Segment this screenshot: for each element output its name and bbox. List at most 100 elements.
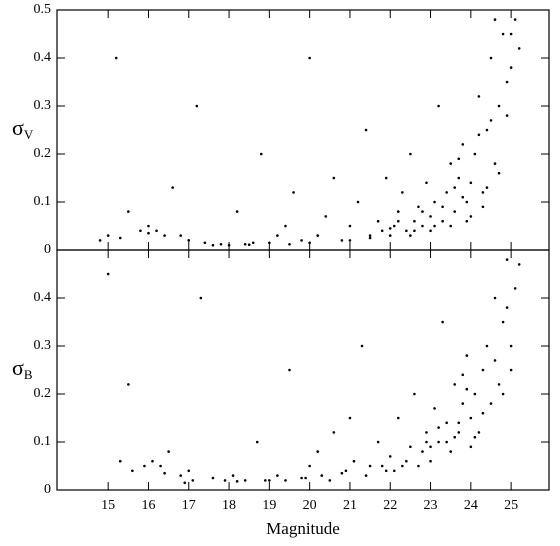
y-label-symbol: σ — [12, 115, 24, 140]
x-tick-label: 25 — [504, 498, 518, 513]
point — [477, 431, 481, 434]
plot-frame — [56, 249, 550, 491]
y-tick-label: 0 — [44, 242, 51, 257]
point — [501, 392, 505, 396]
point — [388, 234, 392, 237]
point — [473, 392, 477, 396]
x-axis-label: Magnitude — [266, 519, 340, 538]
point — [139, 229, 142, 233]
point — [195, 104, 199, 108]
point — [288, 368, 291, 372]
point — [114, 56, 118, 60]
point — [517, 47, 521, 50]
point — [368, 234, 372, 237]
point — [461, 195, 465, 199]
point — [167, 450, 170, 453]
point — [493, 359, 497, 362]
point — [300, 476, 303, 480]
point — [259, 152, 263, 156]
point — [316, 234, 320, 237]
point — [425, 440, 428, 444]
point — [441, 219, 444, 223]
y-tick-label: 0.1 — [34, 434, 52, 449]
point — [348, 416, 352, 420]
point — [457, 431, 461, 434]
point — [469, 181, 473, 185]
point — [163, 471, 166, 475]
point — [247, 243, 251, 247]
point — [517, 263, 521, 266]
point — [352, 459, 356, 463]
point — [251, 241, 255, 245]
y-tick-label: 0.4 — [34, 50, 52, 65]
point — [469, 416, 473, 420]
point — [308, 56, 311, 60]
point — [356, 200, 360, 204]
point — [324, 215, 328, 218]
point — [421, 450, 424, 453]
point — [509, 32, 513, 36]
point — [320, 474, 324, 477]
point — [231, 474, 235, 477]
point — [288, 242, 291, 246]
point — [380, 229, 384, 233]
point — [360, 344, 364, 348]
point — [497, 383, 501, 386]
point — [179, 234, 183, 237]
point — [392, 469, 396, 473]
point — [445, 191, 448, 194]
point — [413, 229, 416, 233]
point — [445, 421, 448, 425]
point — [368, 464, 372, 468]
point — [243, 479, 247, 482]
point — [401, 464, 404, 468]
point — [143, 464, 146, 468]
point — [409, 152, 412, 156]
y-tick-label: 0.1 — [34, 194, 52, 209]
point — [211, 476, 215, 480]
point — [477, 133, 481, 137]
x-tick-label: 24 — [464, 498, 478, 513]
point — [392, 224, 396, 228]
point — [429, 445, 432, 449]
point — [485, 344, 489, 348]
x-tick-label: 19 — [262, 498, 276, 513]
x-tick-label: 16 — [141, 498, 155, 513]
point — [235, 210, 239, 213]
point — [413, 392, 416, 396]
point — [493, 296, 497, 300]
point — [388, 455, 392, 458]
point — [171, 186, 174, 189]
point — [332, 431, 336, 434]
point — [308, 464, 311, 468]
point — [332, 176, 336, 180]
point — [505, 306, 509, 309]
point — [461, 402, 465, 405]
y-axis-label: σB — [12, 355, 33, 382]
x-tick-label: 17 — [182, 498, 196, 513]
point — [453, 383, 457, 386]
point — [449, 162, 452, 165]
point — [465, 219, 469, 223]
point — [131, 469, 134, 473]
point — [469, 215, 473, 218]
point — [405, 459, 408, 463]
point — [457, 157, 461, 161]
point — [473, 152, 477, 156]
point — [461, 143, 465, 146]
point — [268, 479, 271, 482]
point — [509, 66, 513, 69]
point — [118, 236, 122, 240]
point — [421, 224, 424, 228]
point — [344, 469, 348, 473]
point — [405, 229, 408, 233]
y-label-symbol: σ — [12, 355, 24, 380]
point — [449, 224, 452, 228]
point — [509, 344, 513, 348]
point — [211, 243, 215, 247]
point — [98, 239, 102, 242]
point — [159, 464, 162, 468]
point — [388, 227, 392, 230]
point — [433, 200, 436, 204]
